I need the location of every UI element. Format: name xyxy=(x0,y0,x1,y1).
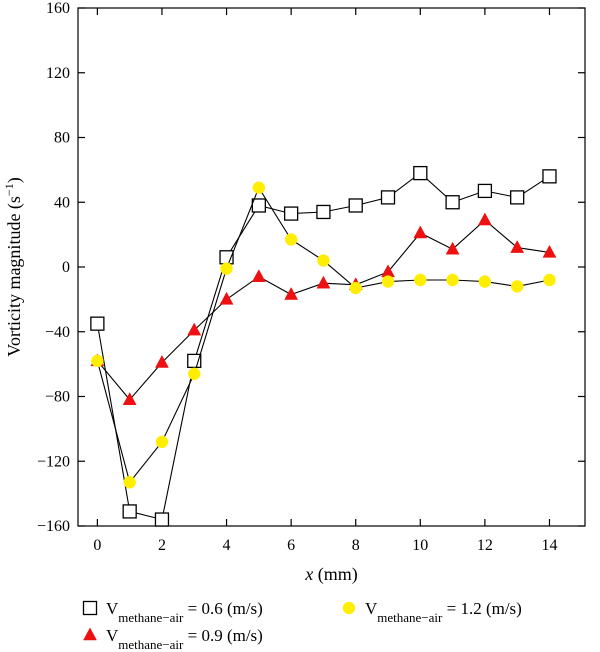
series-3-point xyxy=(123,476,136,489)
series-1-point xyxy=(445,195,460,210)
series-2-point xyxy=(187,322,202,336)
series-1-point xyxy=(477,183,493,199)
y-tick-label: 0 xyxy=(62,259,70,276)
series-1-point xyxy=(154,512,170,527)
legend-label-rest: = 0.6 (m/s) xyxy=(183,599,262,618)
series-3-point xyxy=(381,275,395,288)
legend-label-sub: methane−air xyxy=(377,610,443,625)
series-2-point xyxy=(219,291,234,305)
legend-label-2: Vmethane−air = 0.9 (m/s) xyxy=(106,626,263,652)
series-1-point xyxy=(542,169,557,184)
x-tick-label: 4 xyxy=(223,537,231,554)
legend-label-rest: = 0.9 (m/s) xyxy=(183,626,262,645)
series-3-point xyxy=(510,280,524,293)
series-2-point xyxy=(477,212,492,226)
series-1-point xyxy=(122,504,137,519)
series-3-point xyxy=(91,354,104,368)
series-2-point xyxy=(413,225,428,239)
series-2-point xyxy=(284,286,299,300)
legend-entry-2: Vmethane−air = 0.9 (m/s) xyxy=(83,626,263,652)
legend: Vmethane−air = 0.6 (m/s)Vmethane−air = 0… xyxy=(82,599,522,652)
series-2-point xyxy=(542,244,557,258)
series-2-point xyxy=(122,392,137,405)
series-1-point xyxy=(510,190,525,205)
y-axis-title-close: ) xyxy=(4,177,25,183)
legend-label-main: V xyxy=(106,599,119,618)
series-1-point xyxy=(90,316,105,331)
y-tick-label: 160 xyxy=(46,0,70,17)
series-2-point xyxy=(510,240,525,253)
y-axis-title: Vorticity magnitude (s−1) xyxy=(2,177,25,356)
x-tick-label: 6 xyxy=(287,537,295,554)
series-1-point xyxy=(413,165,428,181)
legend-entry-3: Vmethane−air = 1.2 (m/s) xyxy=(342,599,522,625)
legend-label-sub: methane−air xyxy=(118,610,184,625)
y-axis-title-main: Vorticity magnitude (s xyxy=(4,196,25,357)
series-1 xyxy=(90,165,557,527)
x-axis-title-unit: (mm) xyxy=(313,564,358,585)
x-tick-label: 12 xyxy=(477,537,493,554)
y-tick-label: −40 xyxy=(45,324,70,341)
x-tick-label: 10 xyxy=(412,537,428,554)
y-tick-label: 40 xyxy=(54,194,70,211)
x-tick-label: 14 xyxy=(541,537,557,554)
series-3-point xyxy=(155,435,169,449)
x-tick-label: 8 xyxy=(352,537,360,554)
series-3-point xyxy=(188,367,201,381)
legend-marker-1 xyxy=(82,600,98,616)
legend-marker-3 xyxy=(342,601,356,615)
series-2-point xyxy=(316,275,331,289)
series-2-point xyxy=(445,241,460,255)
series-3-point xyxy=(414,273,427,287)
series-1-point xyxy=(348,198,363,213)
x-tick-label: 0 xyxy=(93,537,101,554)
legend-label-sub: methane−air xyxy=(118,637,184,652)
series-3-point xyxy=(543,273,556,287)
legend-label-1: Vmethane−air = 0.6 (m/s) xyxy=(106,599,263,625)
series-3-point xyxy=(349,281,362,295)
series-3-point xyxy=(478,275,492,288)
series-2-point xyxy=(251,269,266,282)
x-tick-label: 2 xyxy=(158,537,166,554)
legend-label-3: Vmethane−air = 1.2 (m/s) xyxy=(365,599,522,625)
legend-entry-1: Vmethane−air = 0.6 (m/s) xyxy=(82,599,263,625)
axes: 0 2 4 6 8 10 12 14 −160 −120 −80 −40 0 40 80 120 160 x (m… xyxy=(2,0,586,585)
series-1-point xyxy=(316,204,331,220)
series-2-point xyxy=(155,354,169,368)
legend-label-main: V xyxy=(365,599,378,618)
series-3-point xyxy=(446,273,459,287)
legend-label-main: V xyxy=(106,626,119,645)
series-3-point xyxy=(284,233,298,246)
y-tick-label: 120 xyxy=(46,65,70,82)
y-tick-label: −160 xyxy=(37,518,70,535)
series-1-point xyxy=(283,206,299,221)
series-3-point xyxy=(220,262,233,275)
series-2 xyxy=(90,212,557,405)
x-axis-title-var: x xyxy=(304,564,313,584)
series-layer xyxy=(90,165,557,527)
series-1-point xyxy=(380,190,396,205)
series-3-point xyxy=(252,181,266,194)
y-tick-label: 80 xyxy=(54,130,70,147)
y-tick-label: −120 xyxy=(37,453,70,470)
y-tick-label: −80 xyxy=(45,389,70,406)
series-2-line xyxy=(96,219,550,401)
series-3-point xyxy=(317,254,330,267)
legend-label-rest: = 1.2 (m/s) xyxy=(442,599,521,618)
series-3 xyxy=(91,181,556,489)
x-axis-title: x (mm) xyxy=(304,564,358,585)
legend-marker-2 xyxy=(83,627,97,641)
y-axis-title-sup: −1 xyxy=(2,183,16,196)
series-1-point xyxy=(251,198,266,213)
